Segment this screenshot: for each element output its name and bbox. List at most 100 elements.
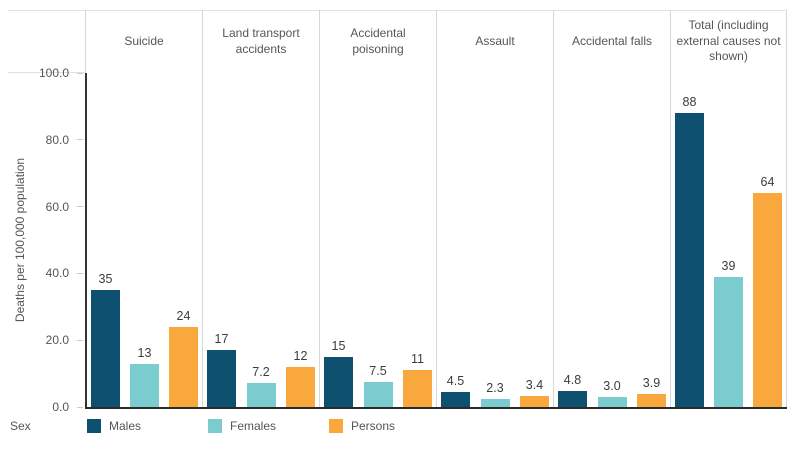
bar-females[interactable]: [597, 396, 627, 407]
bar-value-label: 64: [760, 175, 775, 190]
bar-persons[interactable]: [637, 393, 666, 407]
category-panel: 15 7.5 11: [319, 73, 436, 407]
category-header-label: Suicide: [124, 33, 164, 48]
bar-value-label: 7.2: [252, 364, 270, 379]
bar-value-label: 4.8: [563, 372, 582, 387]
bar-value-label: 17: [214, 332, 229, 347]
bar-value-label: 13: [137, 345, 152, 360]
legend-item-females[interactable]: Females: [208, 419, 329, 433]
category-header: Suicide: [85, 10, 202, 73]
bar-group: 4.5: [441, 73, 470, 407]
category-panel: 4.5 2.3 3.4: [436, 73, 553, 407]
bar-value-label: 11: [411, 352, 424, 367]
legend-title: Sex: [10, 419, 31, 433]
bar-persons[interactable]: [753, 193, 782, 407]
y-tick-mark: [77, 72, 83, 74]
bar-group: 3.4: [520, 73, 549, 407]
category-header-label: Accidental poisoning: [350, 25, 406, 56]
y-tick-mark: [77, 206, 83, 208]
bar-females[interactable]: [246, 382, 276, 407]
legend-swatch-icon: [87, 419, 101, 433]
y-tick-label: 40.0: [45, 266, 69, 281]
bar-males[interactable]: [324, 356, 353, 407]
bar-value-label: 4.5: [446, 373, 465, 388]
bar-group: 64: [753, 73, 782, 407]
bar-group: 39: [714, 73, 743, 407]
category-header: Total (including external causes not sho…: [670, 10, 787, 73]
category-header-row: Suicide Land transport accidents Accidenta…: [85, 10, 787, 73]
category-panel: 17 7.2 12: [202, 73, 319, 407]
y-tick-mark: [77, 406, 83, 408]
y-tick-mark: [77, 339, 83, 341]
category-header: Accidental poisoning: [319, 10, 436, 73]
bar-females[interactable]: [130, 363, 159, 407]
bar-group: 3.9: [637, 73, 666, 407]
category-panel: 88 39 64: [670, 73, 787, 407]
bar-group: 13: [130, 73, 159, 407]
category-header-label: Accidental falls: [571, 33, 653, 48]
legend-item-label: Persons: [351, 419, 396, 433]
bar-females[interactable]: [714, 276, 743, 407]
bar-females[interactable]: [480, 399, 510, 407]
bar-value-label: 39: [721, 258, 736, 273]
bar-group: 35: [91, 73, 120, 407]
bar-value-label: 15: [331, 338, 346, 353]
bar-value-label: 24: [176, 308, 191, 323]
bar-group: 7.5: [363, 73, 393, 407]
bar-persons[interactable]: [169, 326, 198, 407]
category-header: Land transport accidents: [202, 10, 319, 73]
top-border-rule: [8, 10, 787, 11]
legend-item-label: Males: [109, 419, 142, 433]
bar-group: 24: [169, 73, 198, 407]
category-header: Accidental falls: [553, 10, 670, 73]
bar-value-label: 3.4: [525, 377, 544, 392]
bar-value-label: 3.0: [603, 378, 621, 393]
legend-swatch-icon: [329, 419, 343, 433]
bar-males[interactable]: [207, 350, 236, 407]
bar-group: 11: [403, 73, 432, 407]
y-axis: 100.0 80.0 60.0 40.0 20.0 0.0: [0, 66, 85, 414]
bar-males[interactable]: [91, 290, 120, 407]
bar-persons[interactable]: [286, 366, 315, 407]
legend-item-label: Females: [230, 419, 277, 433]
bar-males[interactable]: [675, 113, 704, 407]
bar-persons[interactable]: [520, 395, 549, 407]
bar-group: 15: [324, 73, 353, 407]
bar-value-label: 88: [682, 95, 697, 110]
bar-value-label: 35: [98, 272, 113, 287]
y-tick-label: 80.0: [45, 132, 69, 147]
category-panel: 4.8 3.0 3.9: [553, 73, 670, 407]
category-panel: 35 13 24: [85, 73, 202, 407]
bar-group: 3.0: [597, 73, 627, 407]
bar-males[interactable]: [441, 391, 470, 407]
bar-group: 2.3: [480, 73, 510, 407]
category-header-label: Land transport accidents: [222, 25, 300, 56]
bar-group: 7.2: [246, 73, 276, 407]
legend-item-males[interactable]: Males: [87, 419, 208, 433]
legend: Sex Males Females Persons: [10, 419, 450, 433]
y-tick-mark: [77, 272, 83, 274]
y-tick-mark: [77, 139, 83, 141]
bar-value-label: 7.5: [369, 363, 387, 378]
bar-males[interactable]: [558, 390, 587, 407]
category-header-label: Assault: [475, 33, 515, 48]
y-tick-label: 100.0: [38, 66, 69, 80]
bar-value-label: 2.3: [486, 381, 504, 396]
y-tick-label: 0.0: [52, 400, 69, 414]
bar-value-label: 12: [293, 348, 308, 363]
category-header: Assault: [436, 10, 553, 73]
y-tick-label: 60.0: [45, 199, 69, 214]
bar-females[interactable]: [363, 381, 393, 407]
bar-group: 88: [675, 73, 704, 407]
category-header-label: Total (including external causes not sho…: [676, 17, 781, 64]
bar-persons[interactable]: [403, 370, 432, 407]
legend-items: Males Females Persons: [87, 419, 450, 433]
bar-group: 4.8: [558, 73, 587, 407]
legend-swatch-icon: [208, 419, 222, 433]
bar-value-label: 3.9: [642, 375, 661, 390]
plot-area: 35 13 24 17 7.2 12 15 7.5 11 4.5 2.3 3.4 4.8 3.0 3.9 88…: [85, 73, 787, 409]
bar-group: 17: [207, 73, 236, 407]
bar-group: 12: [286, 73, 315, 407]
legend-item-persons[interactable]: Persons: [329, 419, 450, 433]
left-gutter-rule: [8, 72, 85, 73]
